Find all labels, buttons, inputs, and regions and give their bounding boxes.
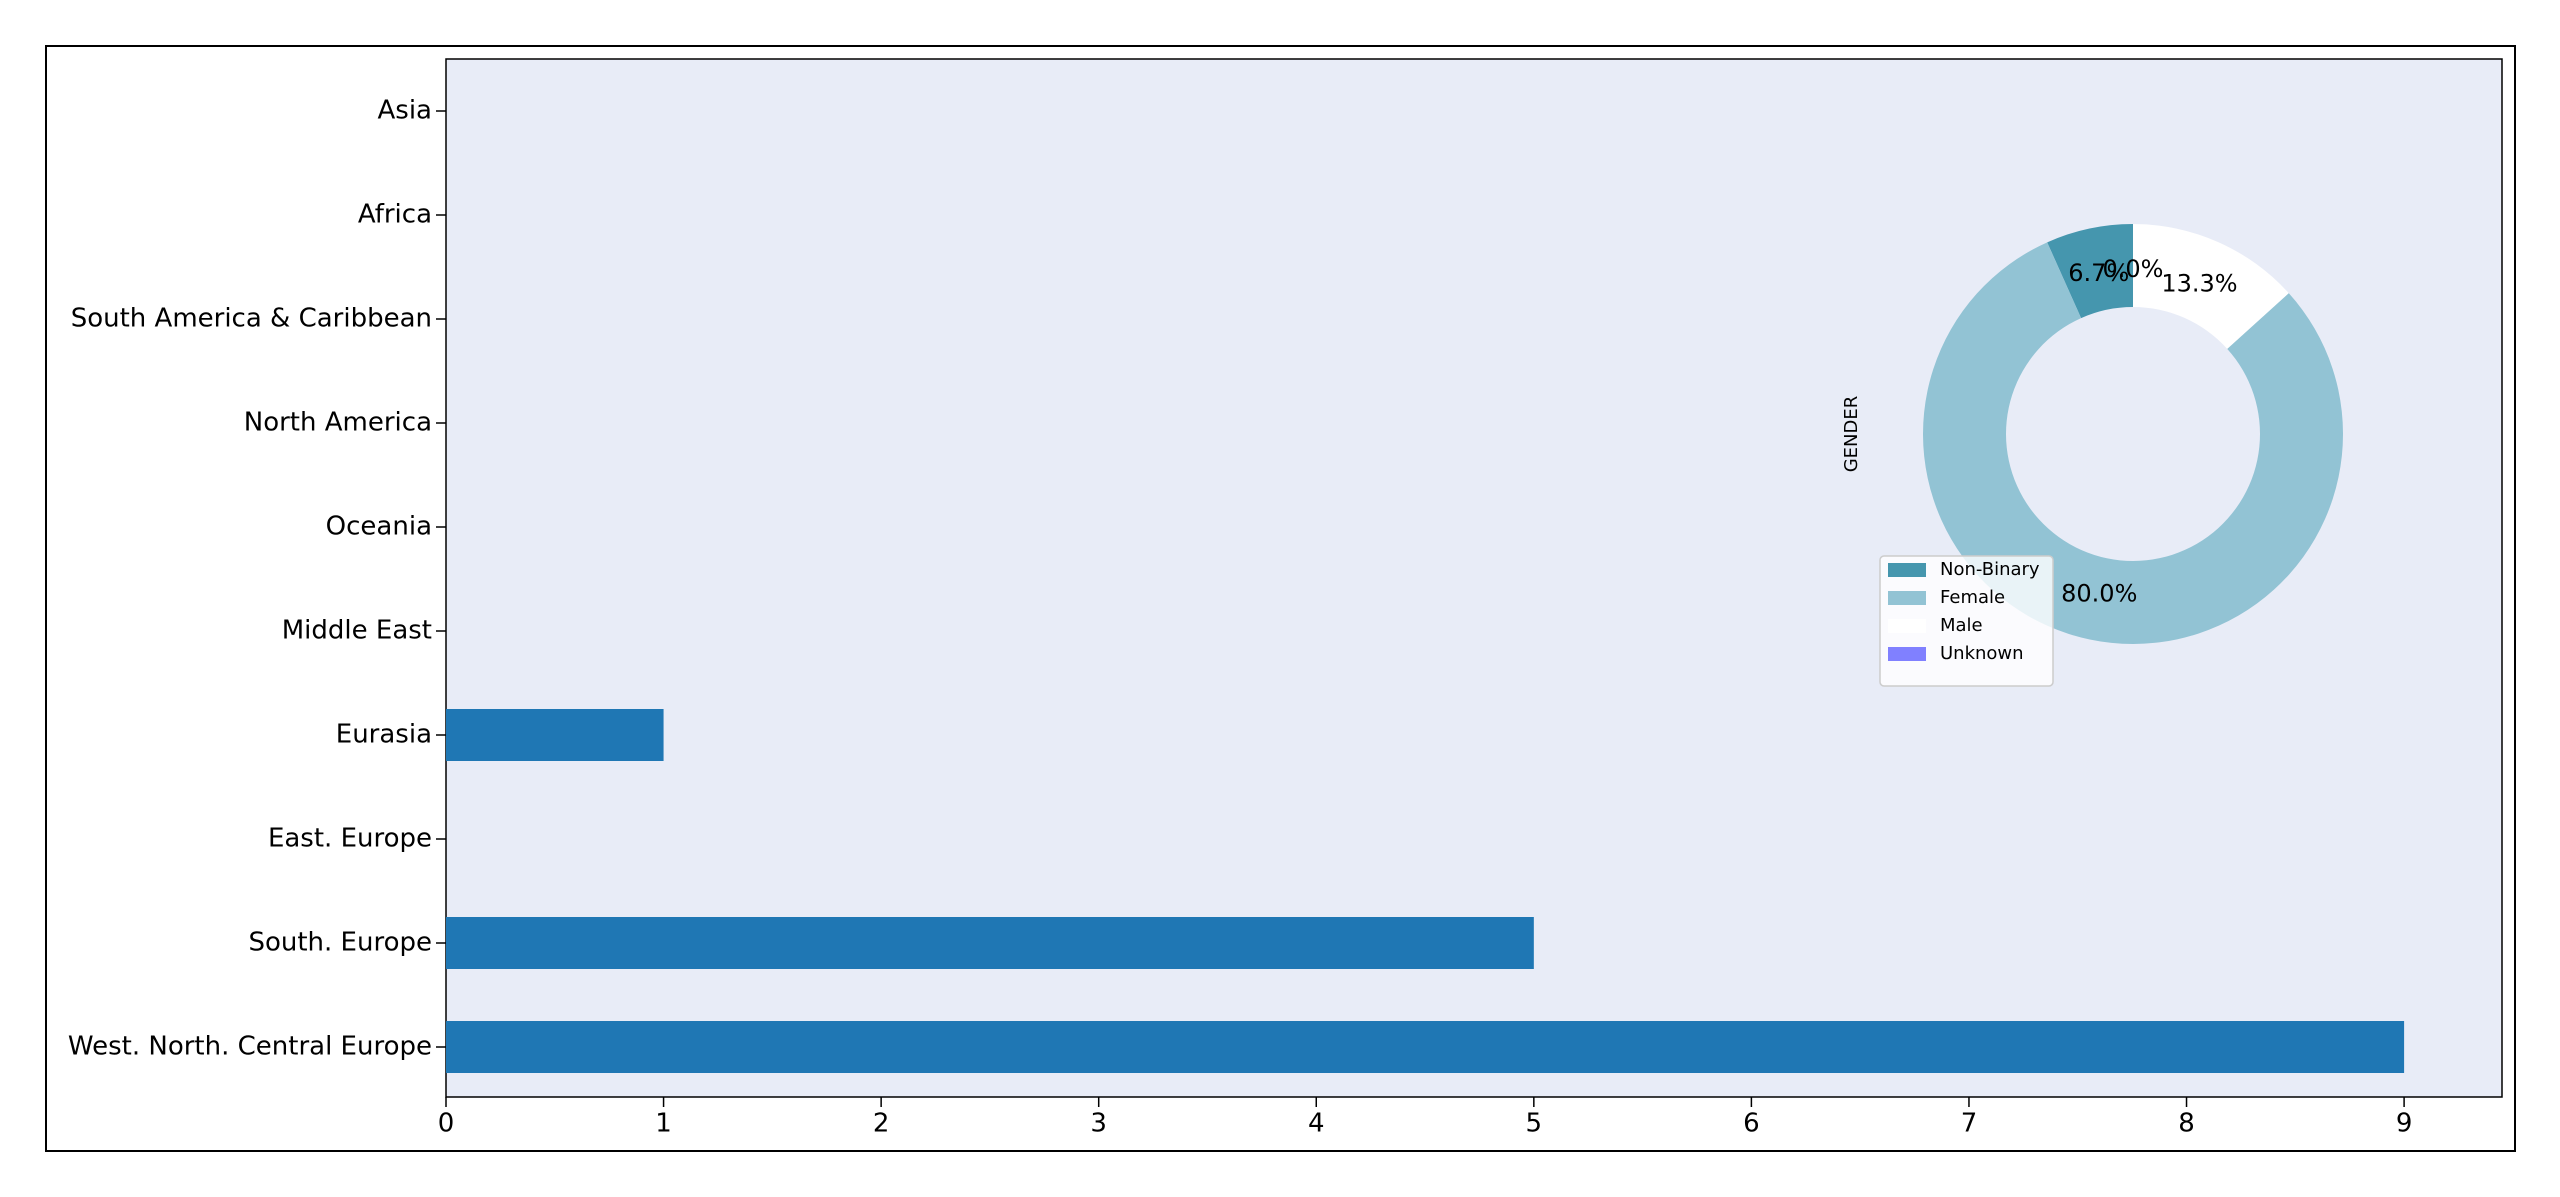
x-tick-label: 3 [1090,1109,1107,1139]
legend-label: Non-Binary [1940,559,2040,580]
legend-label: Male [1940,615,1983,636]
pie-value-label: 80.0% [2061,579,2137,607]
x-tick-label: 0 [438,1109,455,1139]
x-tick-label: 5 [1526,1109,1543,1139]
pie-wedge [1923,242,2344,644]
y-tick-label: West. North. Central Europe [68,1032,432,1062]
y-tick-label: North America [244,408,432,438]
legend-swatch [1888,563,1926,577]
x-tick-label: 7 [1961,1109,1978,1139]
legend-swatch [1888,619,1926,633]
y-tick-label: Middle East [282,616,432,646]
y-tick-label: Africa [358,200,432,230]
y-tick-label: Oceania [326,512,432,542]
legend-swatch [1888,647,1926,661]
pie-wedge [2047,224,2133,319]
x-tick-label: 2 [873,1109,890,1139]
y-tick-label: East. Europe [268,824,432,854]
x-tick-label: 1 [655,1109,672,1139]
legend-swatch [1888,591,1926,605]
legend-label: Female [1940,587,2005,608]
pie-value-label: 6.7% [2068,259,2129,287]
y-tick-label: Eurasia [336,720,432,750]
x-tick-label: 9 [2396,1109,2413,1139]
bar [446,917,1534,969]
y-tick-label: South America & Caribbean [71,304,432,334]
y-tick-label: Asia [378,96,433,126]
pie-ylabel: GENDER [1841,396,1862,473]
y-tick-label: South. Europe [248,928,432,958]
pie-wedge [2133,224,2289,349]
x-tick-label: 4 [1308,1109,1325,1139]
bar [446,1021,2405,1073]
pie-value-label: 0.0% [2103,255,2164,283]
bar [446,709,664,761]
legend-label: Unknown [1940,643,2024,664]
pie-value-label: 13.3% [2161,269,2237,297]
x-tick-label: 6 [1743,1109,1760,1139]
x-tick-label: 8 [2178,1109,2195,1139]
